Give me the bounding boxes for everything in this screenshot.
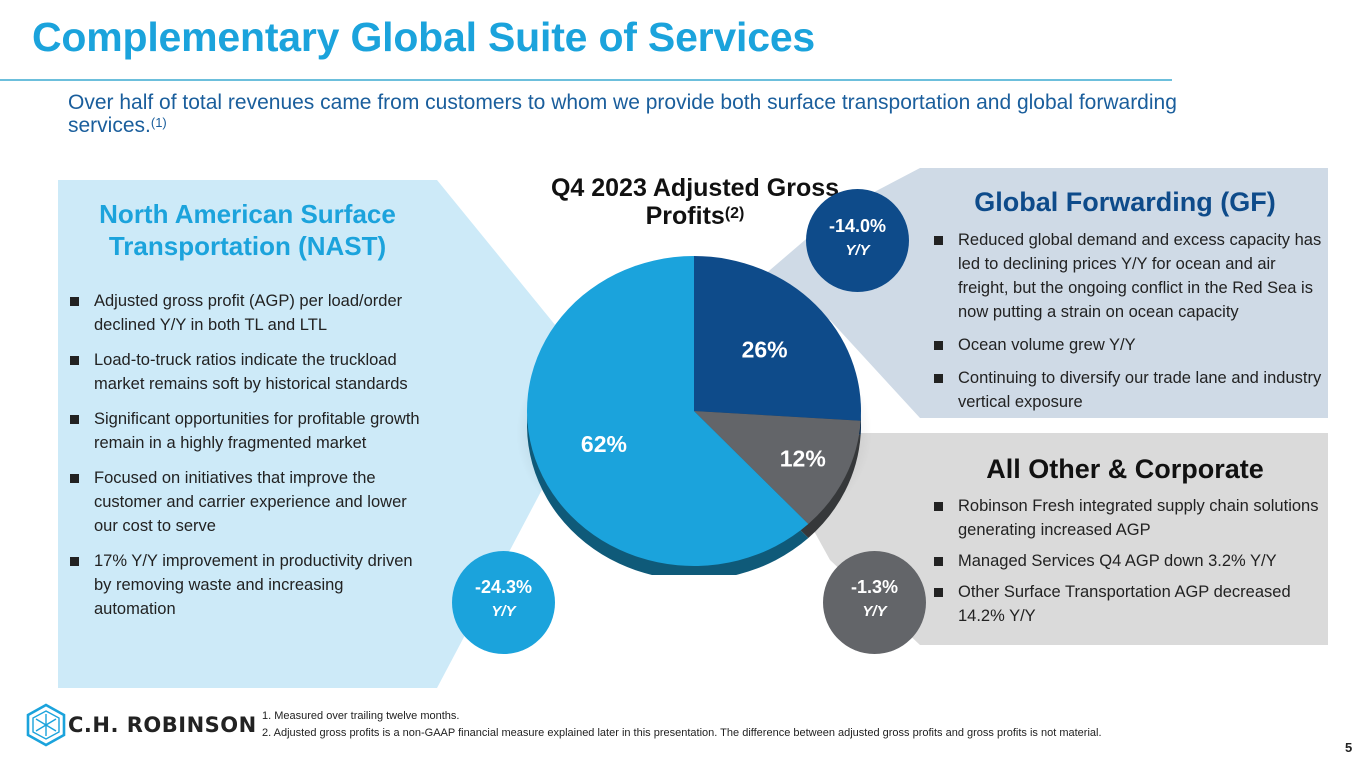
square-bullet-icon (70, 474, 79, 483)
subtitle-footnote-ref: (1) (150, 115, 167, 130)
pie-slice-north-american-surface-transportation-nast (527, 256, 809, 566)
gf-bullet: Continuing to diversify our trade lane a… (932, 366, 1327, 414)
pie-slices (527, 256, 861, 566)
square-bullet-icon (934, 374, 943, 383)
company-logo-text: C.H. ROBINSON (68, 713, 257, 737)
chart-title-text: Q4 2023 Adjusted Gross Profits (550, 174, 840, 230)
pie-slice-global-forwarding-gf (694, 256, 861, 421)
bullet-text: Focused on initiatives that improve the … (94, 469, 407, 535)
title-divider (0, 79, 1172, 81)
nast-title: North American Surface Transportation (N… (99, 199, 396, 261)
nast-bullet: Adjusted gross profit (AGP) per load/ord… (68, 289, 428, 337)
nast-change-badge: -24.3% Y/Y (452, 551, 555, 654)
square-bullet-icon (70, 356, 79, 365)
other-bullet: Managed Services Q4 AGP down 3.2% Y/Y (932, 549, 1327, 573)
bullet-text: Other Surface Transportation AGP decreas… (958, 583, 1291, 625)
badge-value: -24.3% (474, 577, 533, 597)
other-bullet: Other Surface Transportation AGP decreas… (932, 580, 1327, 628)
square-bullet-icon (934, 341, 943, 350)
gf-bullets: Reduced global demand and excess capacit… (932, 228, 1327, 423)
footnotes: 1. Measured over trailing twelve months.… (262, 708, 1102, 742)
gf-bullet: Ocean volume grew Y/Y (932, 333, 1327, 357)
chart-title-footnote-ref: (2) (724, 205, 745, 222)
pie-chart: 26% 12% 62% (516, 256, 872, 575)
nast-bullet: 17% Y/Y improvement in productivity driv… (68, 549, 428, 621)
hexagon-cube-arrows-icon (26, 703, 66, 747)
square-bullet-icon (934, 588, 943, 597)
footnote-1: 1. Measured over trailing twelve months. (262, 710, 460, 722)
badge-value: -1.3% (850, 577, 899, 597)
square-bullet-icon (70, 297, 79, 306)
page-number: 5 (1345, 740, 1353, 755)
bullet-text: Managed Services Q4 AGP down 3.2% Y/Y (958, 552, 1277, 570)
square-bullet-icon (934, 236, 943, 245)
square-bullet-icon (934, 502, 943, 511)
badge-label: Y/Y (491, 603, 516, 620)
nast-bullets: Adjusted gross profit (AGP) per load/ord… (68, 289, 428, 632)
bullet-text: Load-to-truck ratios indicate the truckl… (94, 351, 408, 393)
pie-data-label: 12% (780, 446, 826, 472)
other-title: All Other & Corporate (986, 454, 1264, 484)
chart-title: Q4 2023 Adjusted Gross Profits(2) (540, 174, 850, 230)
subtitle-text: Over half of total revenues came from cu… (68, 91, 1177, 137)
badge-label: Y/Y (862, 603, 887, 620)
gf-change-badge: -14.0% Y/Y (806, 189, 909, 292)
bullet-text: Reduced global demand and excess capacit… (958, 231, 1322, 321)
bullet-text: Significant opportunities for profitable… (94, 410, 420, 452)
square-bullet-icon (70, 557, 79, 566)
gf-bullet: Reduced global demand and excess capacit… (932, 228, 1327, 324)
bullet-text: Continuing to diversify our trade lane a… (958, 369, 1322, 411)
slide-subtitle: Over half of total revenues came from cu… (68, 91, 1178, 137)
bullet-text: Robinson Fresh integrated supply chain s… (958, 497, 1319, 539)
other-bullets: Robinson Fresh integrated supply chain s… (932, 494, 1327, 635)
pie-data-label: 26% (742, 336, 788, 362)
square-bullet-icon (70, 415, 79, 424)
bullet-text: 17% Y/Y improvement in productivity driv… (94, 552, 413, 618)
footnote-2: 2. Adjusted gross profits is a non-GAAP … (262, 727, 1102, 739)
nast-bullet: Significant opportunities for profitable… (68, 407, 428, 455)
nast-bullet: Focused on initiatives that improve the … (68, 466, 428, 538)
other-change-badge: -1.3% Y/Y (823, 551, 926, 654)
pie-data-label: 62% (581, 431, 627, 457)
bullet-text: Ocean volume grew Y/Y (958, 336, 1136, 354)
gf-title: Global Forwarding (GF) (974, 187, 1276, 217)
nast-bullet: Load-to-truck ratios indicate the truckl… (68, 348, 428, 396)
pie-labels: 26% 12% 62% (581, 336, 826, 471)
square-bullet-icon (934, 557, 943, 566)
pie-slice-all-other-corporate (694, 411, 861, 524)
slide-title: Complementary Global Suite of Services (32, 14, 816, 60)
badge-value: -14.0% (828, 216, 887, 236)
badge-label: Y/Y (845, 242, 870, 259)
nast-panel (58, 180, 600, 688)
bullet-text: Adjusted gross profit (AGP) per load/ord… (94, 292, 403, 334)
other-bullet: Robinson Fresh integrated supply chain s… (932, 494, 1327, 542)
